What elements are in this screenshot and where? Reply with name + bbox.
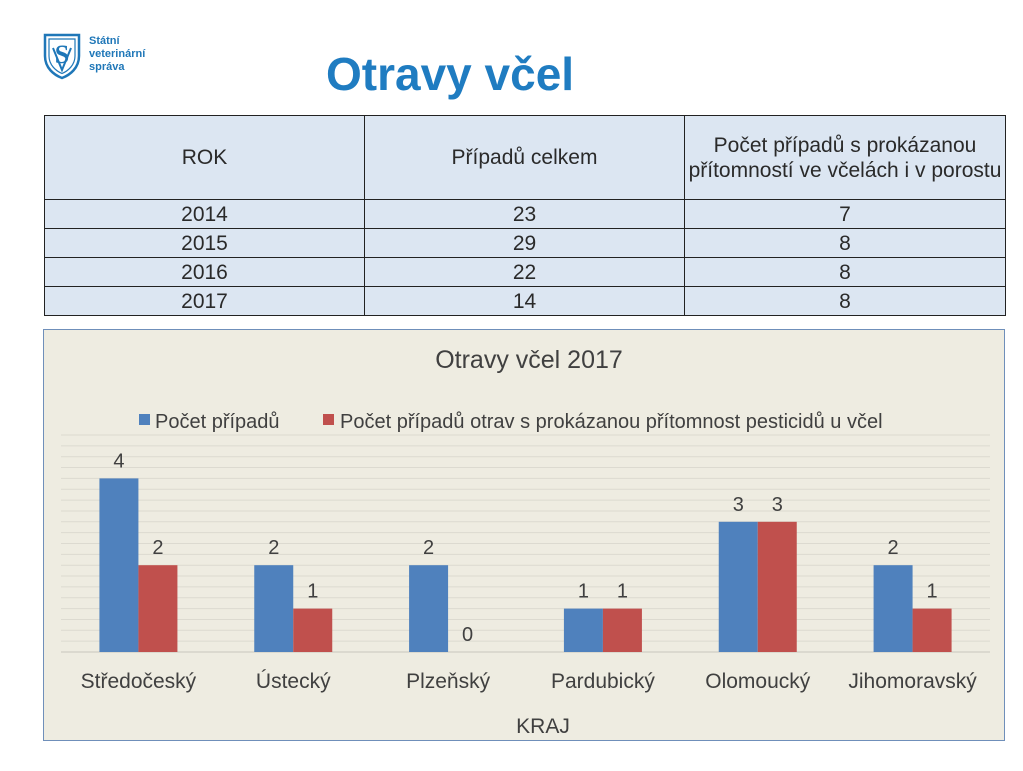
table-cell: 2016	[44, 257, 365, 287]
table-cell: 14	[364, 286, 685, 316]
logo-line-3: správa	[89, 61, 125, 73]
legend-label: Počet případů otrav s prokázanou přítomn…	[340, 411, 883, 433]
legend-swatch	[139, 414, 150, 425]
shield-logo-icon: S	[43, 33, 81, 80]
category-label: Plzeňský	[406, 670, 491, 693]
logo-line-1: Státní	[89, 35, 120, 47]
bar	[757, 521, 797, 652]
data-label: 2	[268, 537, 279, 559]
table-row: 2014 23 7	[44, 199, 1006, 229]
chart-title: Otravy včel 2017	[435, 346, 623, 374]
data-label: 3	[733, 494, 744, 516]
table-cell: 2017	[44, 286, 365, 316]
logo: S Státní veterinární správa	[42, 32, 172, 84]
table-row: 2015 29 8	[44, 228, 1006, 258]
category-label: Ústecký	[256, 670, 331, 693]
table-header-row: ROK Případů celkem Počet případů s proká…	[44, 115, 1006, 200]
category-label: Olomoucký	[705, 670, 811, 693]
data-label: 2	[423, 537, 434, 559]
data-label: 1	[307, 581, 318, 603]
data-label: 4	[113, 450, 124, 472]
legend-swatch	[323, 414, 334, 425]
data-label: 2	[152, 537, 163, 559]
column-header-total: Případů celkem	[364, 115, 685, 200]
legend-label: Počet případů	[155, 411, 280, 433]
bar	[602, 608, 642, 652]
table-cell: 8	[684, 286, 1006, 316]
category-label: Pardubický	[551, 670, 655, 693]
logo-text: Státní veterinární správa	[89, 35, 145, 74]
page-title: Otravy včel	[326, 48, 575, 100]
category-label: Středočeský	[81, 670, 197, 693]
data-label: 0	[462, 624, 473, 646]
data-label: 1	[927, 581, 938, 603]
table-cell: 2015	[44, 228, 365, 258]
table-cell: 8	[684, 228, 1006, 258]
column-header-year: ROK	[44, 115, 365, 200]
data-label: 2	[888, 537, 899, 559]
bar	[409, 565, 449, 652]
poisoning-table: ROK Případů celkem Počet případů s proká…	[44, 115, 1006, 316]
table-row: 2016 22 8	[44, 257, 1006, 287]
column-header-confirmed: Počet případů s prokázanou přítomností v…	[684, 115, 1006, 200]
bar	[912, 608, 952, 652]
bar	[138, 565, 178, 652]
table-cell: 8	[684, 257, 1006, 287]
table-cell: 7	[684, 199, 1006, 229]
table-cell: 23	[364, 199, 685, 229]
category-label: Jihomoravský	[848, 670, 977, 693]
table-cell: 2014	[44, 199, 365, 229]
chart-svg: Otravy včel 2017 Počet případů Počet přípa…	[61, 346, 990, 738]
data-label: 3	[772, 494, 783, 516]
bar	[293, 608, 333, 652]
bar	[99, 478, 139, 652]
data-label: 1	[578, 581, 589, 603]
table-row: 2017 14 8	[44, 286, 1006, 316]
bar	[873, 565, 913, 652]
bar	[563, 608, 603, 652]
x-axis-title: KRAJ	[516, 715, 570, 738]
bar	[718, 521, 758, 652]
bar	[254, 565, 294, 652]
table-cell: 22	[364, 257, 685, 287]
bar-chart: Otravy včel 2017 Počet případů Počet přípa…	[43, 329, 1005, 741]
data-label: 1	[617, 581, 628, 603]
logo-line-2: veterinární	[89, 48, 146, 60]
table-cell: 29	[364, 228, 685, 258]
svg-text:S: S	[55, 40, 69, 69]
